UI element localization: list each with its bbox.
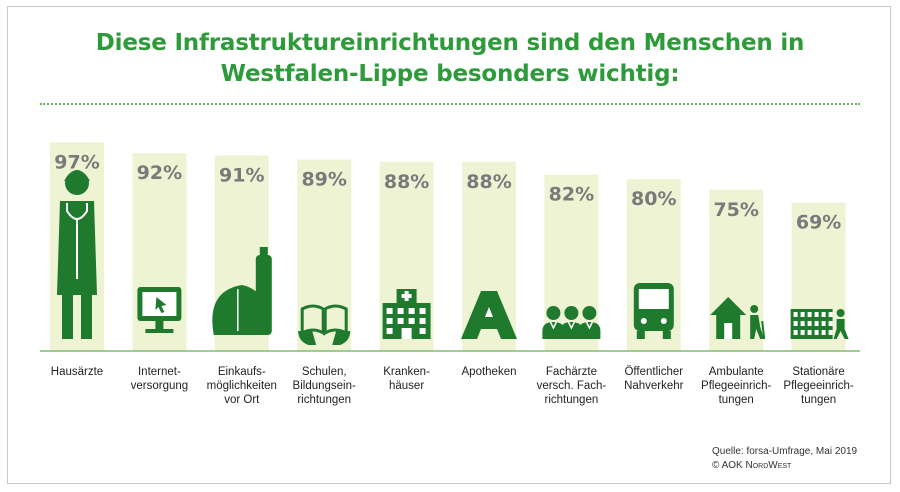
value-label-2: 92%: [137, 162, 182, 184]
value-label-10: 69%: [796, 212, 841, 234]
category-label-10: Stationäre Pflegeeinrich-tungen: [783, 366, 853, 406]
value-label-3: 91%: [219, 164, 264, 186]
title-line-1: Diese Infrastruktureinrichtungen sind de…: [95, 30, 805, 56]
specialists-icon: [542, 306, 601, 339]
value-label-4: 89%: [301, 169, 346, 191]
bar-7: [544, 174, 599, 351]
title-line-2: Westfalen-Lippe besonders wichtig:: [220, 61, 680, 87]
value-label-6: 88%: [466, 171, 511, 193]
doctor-icon: [57, 170, 97, 339]
pharmacy-icon: [461, 291, 517, 339]
category-label-5: Kranken-häuser: [383, 366, 430, 392]
category-label-4: Schulen, Bildungsein-richtungen: [293, 366, 356, 406]
category-label-2: Internet-versorgung: [131, 366, 189, 392]
nursing-home-icon: [790, 309, 849, 339]
house-care-icon: [710, 297, 766, 340]
value-label-5: 88%: [384, 171, 429, 193]
source-note: Quelle: forsa-Umfrage, Mai 2019 © AOK No…: [712, 445, 857, 473]
dotted-divider: [40, 103, 860, 105]
value-label-8: 80%: [631, 188, 676, 210]
hospital-icon: [382, 289, 431, 339]
book-icon: [298, 304, 351, 345]
source-line-1: Quelle: forsa-Umfrage, Mai 2019: [712, 446, 858, 457]
monitor-icon: [137, 287, 182, 333]
category-label-1: Hausärzte: [51, 366, 103, 378]
brand-text: NordWest: [745, 460, 792, 471]
bread-bottle-icon: [212, 247, 272, 335]
frame-border: [7, 6, 891, 484]
category-label-6: Apotheken: [462, 366, 517, 378]
value-label-7: 82%: [549, 184, 594, 206]
category-label-9: Ambulante Pflegeeinrich-tungen: [701, 366, 771, 406]
copyright-text: © AOK: [712, 460, 746, 471]
source-line-2: © AOK NordWest: [712, 459, 857, 473]
value-label-1: 97%: [54, 151, 99, 173]
category-label-8: Öffentlicher Nahverkehr: [624, 366, 684, 392]
bus-icon: [633, 283, 674, 339]
value-label-9: 75%: [713, 199, 758, 221]
chart-title: Diese Infrastruktureinrichtungen sind de…: [0, 28, 900, 90]
category-label-7: Fachärzte versch. Fach-richtungen: [537, 366, 607, 406]
category-label-3: Einkaufs-möglichkeiten vor Ort: [207, 366, 277, 406]
